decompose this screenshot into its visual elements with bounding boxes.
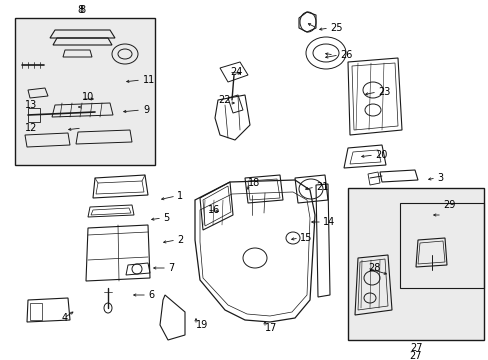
Bar — [15, 18, 155, 165]
Text: 28: 28 — [367, 263, 380, 273]
Text: 16: 16 — [207, 205, 220, 215]
Text: 12: 12 — [25, 123, 37, 133]
Bar — [347, 188, 483, 340]
Text: 25: 25 — [329, 23, 342, 33]
Text: 29: 29 — [442, 200, 454, 210]
Text: 27: 27 — [408, 351, 420, 360]
Text: 8: 8 — [79, 5, 85, 15]
Text: 20: 20 — [374, 150, 386, 160]
Text: 14: 14 — [323, 217, 335, 227]
Text: 1: 1 — [177, 191, 183, 201]
Text: 9: 9 — [142, 105, 149, 115]
Text: 18: 18 — [247, 178, 260, 188]
Text: 10: 10 — [82, 92, 94, 102]
Text: 24: 24 — [229, 67, 242, 77]
Text: 15: 15 — [299, 233, 312, 243]
Text: 4: 4 — [62, 313, 68, 323]
Text: 23: 23 — [377, 87, 389, 97]
Text: 6: 6 — [148, 290, 154, 300]
Text: 19: 19 — [196, 320, 208, 330]
Text: 2: 2 — [177, 235, 183, 245]
Text: 11: 11 — [142, 75, 155, 85]
Text: 22: 22 — [218, 95, 230, 105]
Text: 17: 17 — [264, 323, 277, 333]
Text: 13: 13 — [25, 100, 37, 110]
Text: 8: 8 — [77, 5, 83, 15]
Text: 5: 5 — [163, 213, 169, 223]
Text: 27: 27 — [409, 343, 422, 353]
Text: 26: 26 — [339, 50, 352, 60]
Text: 7: 7 — [168, 263, 174, 273]
Text: 3: 3 — [436, 173, 442, 183]
Text: 21: 21 — [315, 182, 328, 192]
Bar — [399, 203, 483, 288]
